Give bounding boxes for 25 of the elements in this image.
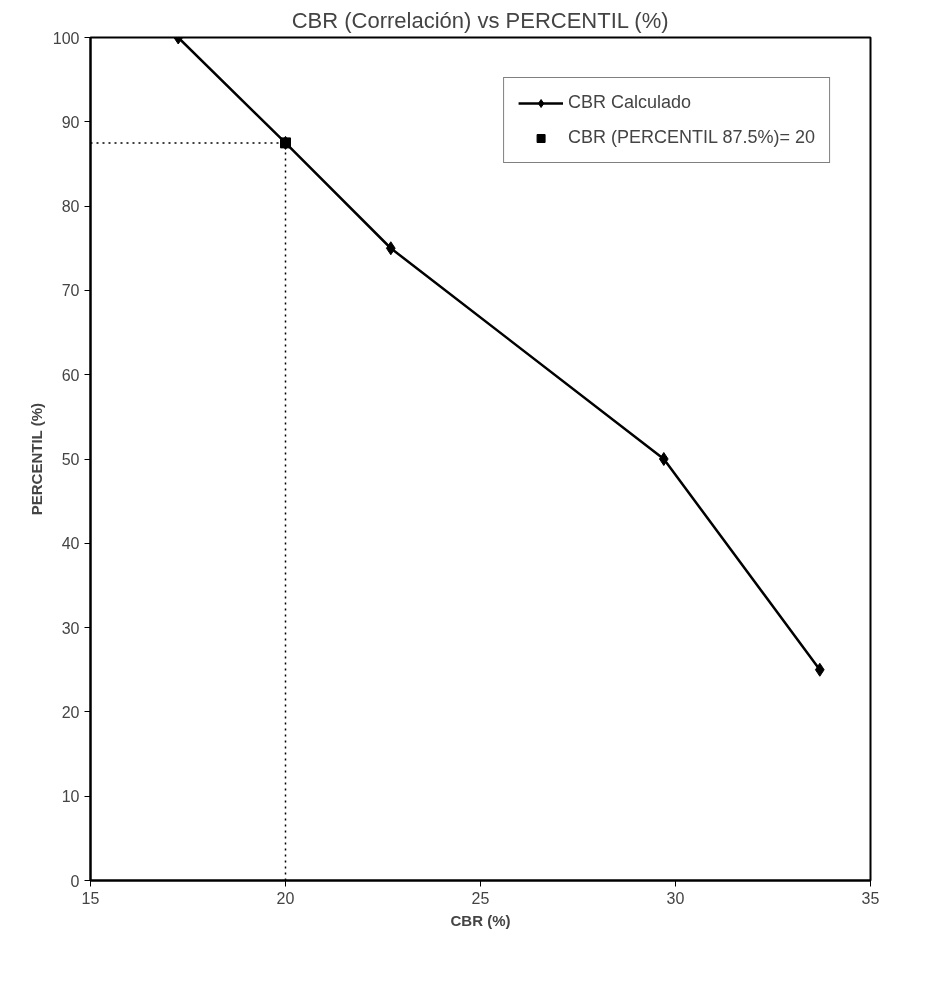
y-tick-label: 100 bbox=[52, 29, 80, 47]
x-tick-label: 20 bbox=[276, 889, 295, 907]
x-tick-label: 35 bbox=[861, 889, 880, 907]
x-tick-label: 30 bbox=[666, 889, 685, 907]
point bbox=[280, 137, 291, 149]
y-tick-label: 20 bbox=[61, 703, 80, 721]
legend-label: CBR Calculado bbox=[568, 92, 692, 113]
y-tick-label: 70 bbox=[61, 282, 80, 300]
y-axis-title: PERCENTIL (%) bbox=[27, 403, 45, 516]
y-tick-label: 0 bbox=[70, 872, 80, 890]
y-tick-label: 80 bbox=[61, 198, 80, 216]
legend-label: CBR (PERCENTIL 87.5%)= 20 bbox=[568, 127, 815, 148]
chart-title: CBR (Correlación) vs PERCENTIL (%) bbox=[291, 7, 669, 33]
y-tick-label: 60 bbox=[61, 366, 80, 384]
x-tick-label: 25 bbox=[471, 889, 490, 907]
x-tick-label: 15 bbox=[81, 889, 100, 907]
y-tick-label: 30 bbox=[61, 619, 80, 637]
y-tick-label: 10 bbox=[61, 788, 80, 806]
y-tick-label: 40 bbox=[61, 535, 80, 553]
y-tick-label: 90 bbox=[61, 113, 80, 131]
x-axis-title: CBR (%) bbox=[450, 911, 511, 929]
y-tick-label: 50 bbox=[61, 451, 80, 468]
point bbox=[385, 241, 396, 256]
point bbox=[658, 452, 669, 466]
point bbox=[814, 662, 825, 677]
